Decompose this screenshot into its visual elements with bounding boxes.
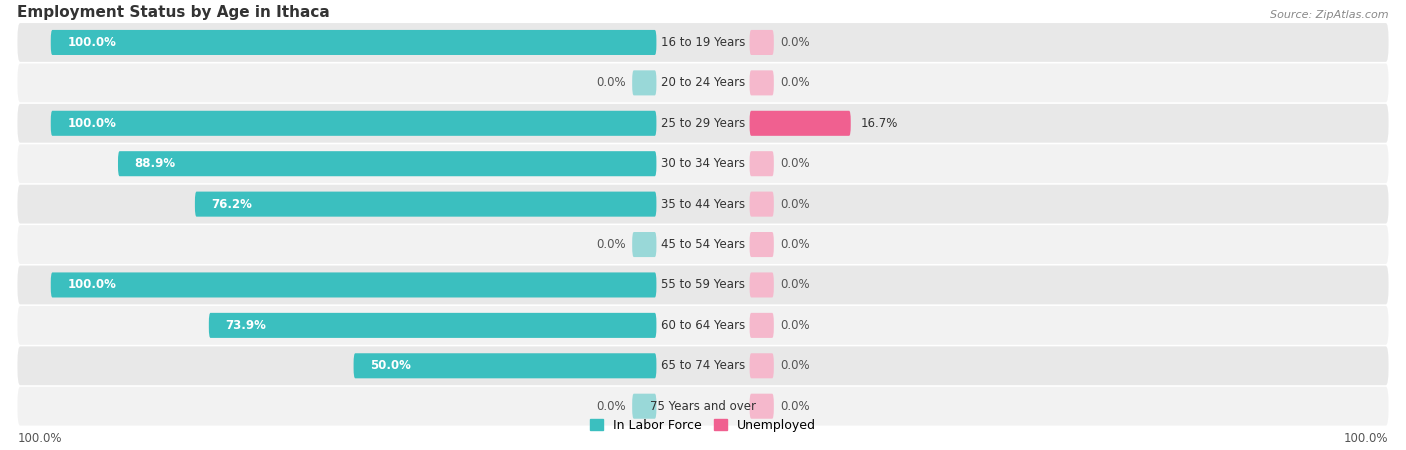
FancyBboxPatch shape (17, 346, 1389, 385)
Text: 73.9%: 73.9% (225, 319, 266, 332)
FancyBboxPatch shape (51, 272, 657, 297)
FancyBboxPatch shape (749, 70, 773, 95)
FancyBboxPatch shape (749, 353, 773, 378)
Text: 100.0%: 100.0% (17, 432, 62, 446)
Text: 0.0%: 0.0% (780, 198, 810, 211)
FancyBboxPatch shape (749, 192, 773, 216)
Text: 0.0%: 0.0% (596, 238, 626, 251)
FancyBboxPatch shape (17, 23, 1389, 62)
Text: 76.2%: 76.2% (211, 198, 253, 211)
FancyBboxPatch shape (17, 185, 1389, 224)
Text: 65 to 74 Years: 65 to 74 Years (661, 359, 745, 372)
Text: 0.0%: 0.0% (780, 319, 810, 332)
FancyBboxPatch shape (17, 266, 1389, 304)
FancyBboxPatch shape (633, 70, 657, 95)
Text: 20 to 24 Years: 20 to 24 Years (661, 76, 745, 90)
Text: 100.0%: 100.0% (67, 36, 117, 49)
Text: 100.0%: 100.0% (67, 117, 117, 130)
FancyBboxPatch shape (749, 313, 773, 338)
FancyBboxPatch shape (353, 353, 657, 378)
Text: 50.0%: 50.0% (370, 359, 411, 372)
FancyBboxPatch shape (749, 30, 773, 55)
FancyBboxPatch shape (17, 63, 1389, 102)
Text: 0.0%: 0.0% (596, 400, 626, 413)
Text: 100.0%: 100.0% (67, 279, 117, 292)
Text: 30 to 34 Years: 30 to 34 Years (661, 157, 745, 170)
Text: 0.0%: 0.0% (780, 400, 810, 413)
Text: 0.0%: 0.0% (780, 36, 810, 49)
Text: 0.0%: 0.0% (780, 238, 810, 251)
Text: 0.0%: 0.0% (780, 359, 810, 372)
FancyBboxPatch shape (749, 272, 773, 297)
Text: 0.0%: 0.0% (780, 279, 810, 292)
Text: 45 to 54 Years: 45 to 54 Years (661, 238, 745, 251)
FancyBboxPatch shape (633, 394, 657, 419)
Text: 88.9%: 88.9% (135, 157, 176, 170)
FancyBboxPatch shape (17, 387, 1389, 426)
FancyBboxPatch shape (749, 151, 773, 176)
FancyBboxPatch shape (17, 306, 1389, 345)
FancyBboxPatch shape (749, 111, 851, 136)
Text: Source: ZipAtlas.com: Source: ZipAtlas.com (1270, 10, 1389, 20)
FancyBboxPatch shape (749, 232, 773, 257)
Text: 35 to 44 Years: 35 to 44 Years (661, 198, 745, 211)
FancyBboxPatch shape (17, 104, 1389, 143)
Text: Employment Status by Age in Ithaca: Employment Status by Age in Ithaca (17, 5, 330, 20)
FancyBboxPatch shape (209, 313, 657, 338)
FancyBboxPatch shape (17, 144, 1389, 183)
Text: 0.0%: 0.0% (780, 157, 810, 170)
Text: 0.0%: 0.0% (780, 76, 810, 90)
Text: 25 to 29 Years: 25 to 29 Years (661, 117, 745, 130)
Text: 55 to 59 Years: 55 to 59 Years (661, 279, 745, 292)
FancyBboxPatch shape (749, 394, 773, 419)
FancyBboxPatch shape (17, 225, 1389, 264)
Text: 100.0%: 100.0% (1344, 432, 1389, 446)
Text: 16.7%: 16.7% (860, 117, 898, 130)
FancyBboxPatch shape (633, 232, 657, 257)
FancyBboxPatch shape (195, 192, 657, 216)
FancyBboxPatch shape (51, 30, 657, 55)
Text: 75 Years and over: 75 Years and over (650, 400, 756, 413)
Text: 16 to 19 Years: 16 to 19 Years (661, 36, 745, 49)
FancyBboxPatch shape (51, 111, 657, 136)
Text: 60 to 64 Years: 60 to 64 Years (661, 319, 745, 332)
Text: 0.0%: 0.0% (596, 76, 626, 90)
FancyBboxPatch shape (118, 151, 657, 176)
Legend: In Labor Force, Unemployed: In Labor Force, Unemployed (585, 414, 821, 436)
